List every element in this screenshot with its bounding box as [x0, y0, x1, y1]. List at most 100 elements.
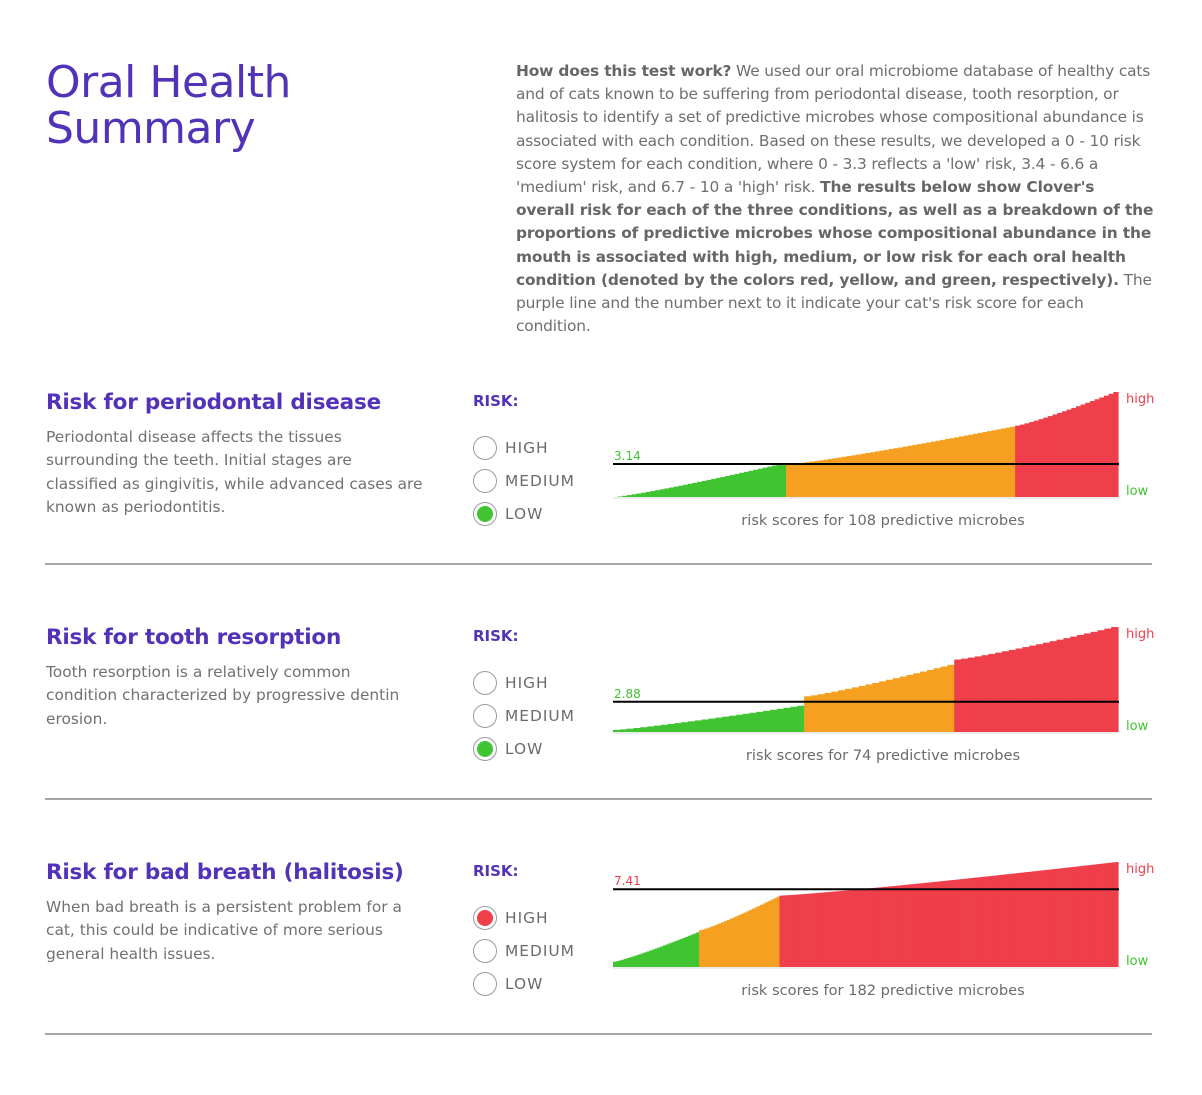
microbe-bar-high — [862, 888, 867, 967]
risk-option-high[interactable]: HIGH — [473, 906, 549, 930]
microbe-bar-medium — [765, 902, 769, 967]
radio-button[interactable] — [473, 502, 497, 526]
microbe-bar-high — [1022, 647, 1030, 732]
radio-button[interactable] — [473, 436, 497, 460]
microbe-bar-high — [976, 877, 980, 967]
radio-button[interactable] — [473, 737, 497, 761]
section-title: Risk for periodontal disease — [46, 390, 381, 415]
section-divider — [45, 1033, 1152, 1035]
microbe-bar-high — [1063, 638, 1071, 732]
microbe-bar-high — [1068, 867, 1072, 967]
microbe-bar-medium — [933, 668, 942, 732]
microbe-bar-low — [682, 937, 686, 967]
microbe-bar-high — [1043, 870, 1047, 967]
microbe-bar-high — [1023, 872, 1028, 967]
microbe-bar-high — [796, 894, 800, 967]
microbe-bar-high — [970, 877, 975, 967]
risk-option-high[interactable]: HIGH — [473, 671, 549, 695]
microbe-bar-low — [690, 934, 695, 967]
microbe-bar-high — [1049, 641, 1058, 732]
microbe-bar-high — [879, 887, 883, 967]
microbe-bar-high — [807, 893, 811, 967]
microbe-bar-high — [1001, 874, 1005, 967]
microbe-bar-low — [626, 958, 631, 967]
microbe-bar-low — [674, 941, 678, 967]
microbe-bar-high — [1008, 649, 1017, 732]
microbe-bar-medium — [902, 446, 909, 497]
section-description: When bad breath is a persistent problem … — [46, 898, 402, 963]
microbe-bar-low — [622, 495, 628, 497]
microbe-bar-low — [664, 488, 670, 497]
microbe-bar-medium — [935, 440, 941, 497]
radio-button[interactable] — [473, 469, 497, 493]
microbe-bar-low — [715, 477, 722, 497]
microbe-bar-low — [615, 961, 620, 967]
microbe-bar-medium — [701, 929, 706, 967]
microbe-bar-medium — [1010, 426, 1016, 497]
risk-option-medium[interactable]: MEDIUM — [473, 469, 575, 493]
microbe-bar-high — [859, 889, 864, 967]
microbe-bar-medium — [786, 464, 792, 497]
radio-button[interactable] — [473, 972, 497, 996]
microbe-bar-low — [757, 468, 764, 497]
risk-option-medium[interactable]: MEDIUM — [473, 704, 575, 728]
microbe-bar-low — [668, 943, 672, 967]
radio-button[interactable] — [473, 939, 497, 963]
microbe-bar-high — [837, 891, 842, 967]
risk-score-chart: 3.14 high low — [600, 390, 1170, 540]
radio-button[interactable] — [473, 671, 497, 695]
chart-svg: 3.14 high low — [613, 392, 1154, 499]
microbe-bar-high — [1094, 399, 1100, 497]
microbe-bar-low — [763, 710, 771, 732]
microbe-bar-medium — [879, 450, 885, 497]
microbe-bar-high — [851, 889, 855, 967]
microbe-bar-high — [1052, 414, 1058, 497]
risk-option-low[interactable]: LOW — [473, 502, 543, 526]
intro-bold: The results below show Clover's overall … — [516, 178, 1154, 289]
microbe-bar-high — [918, 883, 922, 967]
risk-option-low[interactable]: LOW — [473, 972, 543, 996]
microbe-bar-high — [812, 893, 817, 967]
radio-dot-icon — [477, 473, 493, 489]
microbe-bar-low — [662, 945, 667, 967]
microbe-bar-high — [1015, 648, 1024, 732]
microbe-bar-high — [1079, 866, 1083, 967]
microbe-bar-high — [857, 889, 861, 967]
microbe-bar-low — [687, 483, 694, 497]
microbe-bar-medium — [893, 448, 899, 497]
axis-high-label: high — [1126, 862, 1154, 877]
microbe-bar-medium — [907, 445, 913, 497]
risk-option-high[interactable]: HIGH — [473, 436, 549, 460]
microbe-bar-high — [1042, 642, 1051, 732]
microbe-bar-medium — [888, 449, 895, 497]
microbe-bar-low — [649, 950, 653, 967]
microbe-bar-medium — [916, 444, 923, 497]
microbe-bar-medium — [735, 916, 739, 967]
microbe-bar-low — [711, 478, 717, 497]
microbe-bar-high — [912, 884, 917, 967]
microbe-bar-low — [696, 932, 700, 967]
risk-option-low[interactable]: LOW — [473, 737, 543, 761]
microbe-bar-low — [708, 718, 716, 732]
microbe-bar-medium — [818, 460, 825, 497]
microbe-bar-high — [826, 892, 831, 967]
microbe-bar-high — [854, 889, 858, 967]
microbe-bar-medium — [947, 664, 955, 732]
microbe-bar-high — [990, 875, 994, 967]
axis-low-label: low — [1126, 484, 1149, 499]
risk-score-chart: 2.88 high low — [600, 625, 1170, 775]
microbe-bar-medium — [851, 455, 857, 497]
microbe-bar-medium — [865, 684, 873, 732]
microbe-bar-low — [657, 947, 661, 967]
axis-high-label: high — [1126, 392, 1154, 407]
microbe-bar-high — [1012, 873, 1016, 967]
risk-option-label: LOW — [505, 975, 544, 993]
microbe-bar-high — [901, 885, 905, 967]
microbe-bar-low — [647, 726, 655, 732]
risk-label: RISK: — [473, 627, 519, 645]
microbe-bar-medium — [963, 435, 969, 497]
radio-button[interactable] — [473, 704, 497, 728]
risk-option-medium[interactable]: MEDIUM — [473, 939, 575, 963]
microbe-bar-high — [1045, 869, 1050, 967]
radio-button[interactable] — [473, 906, 497, 930]
